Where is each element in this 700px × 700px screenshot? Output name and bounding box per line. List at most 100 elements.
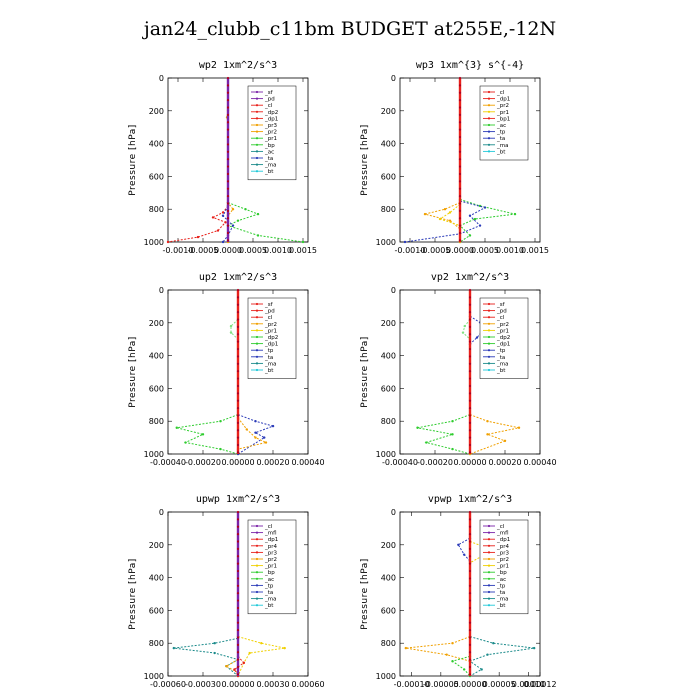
series-point	[221, 211, 225, 214]
legend-label: _ma	[496, 143, 508, 149]
series-point	[236, 584, 240, 587]
legend-label: _cl	[264, 103, 273, 109]
series-point	[438, 217, 442, 221]
series-point	[236, 569, 240, 573]
legend-label: _dp1	[496, 537, 510, 543]
legend-marker	[487, 150, 491, 153]
series-point	[271, 424, 275, 428]
series-point	[458, 172, 462, 176]
series-point	[458, 121, 462, 124]
legend-label: _tp	[496, 583, 506, 589]
legend-marker	[487, 97, 491, 100]
x-tick-label: 0.00060	[291, 680, 324, 689]
series-point	[468, 333, 472, 336]
series-point	[451, 660, 454, 663]
series-line	[417, 414, 471, 455]
legend-label: _ma	[264, 597, 276, 603]
y-tick-label: 0	[159, 286, 164, 295]
y-tick-label: 600	[149, 384, 164, 393]
series-point	[416, 426, 419, 429]
legend-label: _ta	[264, 590, 273, 596]
series-point	[236, 547, 240, 551]
legend-label: _pr1	[264, 328, 277, 334]
legend-label: _cl	[496, 315, 505, 321]
series-point	[236, 421, 240, 424]
series-point	[231, 224, 235, 227]
x-tick-label: -0.0010	[395, 246, 426, 255]
legend-label: _bp1	[496, 116, 510, 122]
series-point	[236, 288, 240, 292]
series-point	[445, 653, 448, 656]
legend-marker	[255, 117, 259, 120]
legend-label: _tp	[264, 583, 274, 589]
legend-marker	[487, 302, 491, 306]
series-line	[404, 200, 487, 243]
y-axis-label: Pressure [hPa]	[128, 336, 138, 408]
legend-label: _sf	[264, 302, 274, 308]
x-tick-label: 0.0005	[239, 246, 267, 255]
series-point	[478, 224, 482, 227]
x-tick-label: 0.00000	[453, 458, 486, 467]
series-line	[469, 315, 485, 345]
legend-marker	[255, 551, 259, 554]
y-tick-label: 600	[381, 172, 396, 181]
legend-label: _bt	[496, 603, 506, 609]
series-point	[403, 240, 407, 244]
panel-1: wp2 1xm^2/s^3 Pressure [hPa] 0 200 400 600 800…	[128, 60, 317, 255]
legend-label: _pr4	[264, 544, 278, 550]
series-point	[231, 208, 235, 211]
legend-marker	[255, 342, 259, 345]
series-point	[458, 239, 462, 242]
legend-marker	[487, 90, 491, 94]
series-point	[229, 324, 233, 328]
series-point	[226, 231, 230, 235]
series-point	[260, 642, 263, 645]
series-point	[236, 362, 240, 365]
legend-marker	[255, 110, 259, 113]
legend-marker	[255, 130, 259, 133]
series-point	[468, 577, 472, 580]
legend-marker	[255, 544, 259, 547]
plot-frame	[399, 77, 541, 243]
series-line	[468, 636, 535, 677]
legend-label: _bt	[264, 368, 274, 374]
series-point	[256, 212, 260, 216]
series-point	[226, 76, 230, 80]
series-point	[226, 113, 230, 116]
legend-marker	[255, 362, 259, 365]
series-point	[213, 642, 216, 645]
series-point	[226, 187, 230, 190]
series-point	[463, 324, 466, 328]
legend-label: _pd	[496, 309, 507, 315]
series-point	[245, 428, 248, 431]
series-point	[517, 426, 521, 429]
series-point	[468, 311, 472, 314]
legend-label: _pd	[264, 97, 275, 103]
series-point	[480, 668, 483, 671]
legend-marker	[487, 104, 491, 107]
legend-label: _cl	[264, 315, 273, 321]
series-point	[468, 569, 472, 573]
series-line	[173, 637, 240, 677]
x-tick-label: -0.00060	[150, 680, 186, 689]
legend-label: _tp	[496, 130, 506, 136]
legend-marker	[255, 557, 259, 561]
legend-marker	[255, 137, 259, 140]
y-tick-label: 800	[381, 417, 396, 426]
legend-marker	[487, 597, 491, 600]
series-line	[230, 319, 239, 340]
series-point	[254, 436, 257, 439]
legend-marker	[255, 335, 259, 339]
series-point	[468, 599, 472, 602]
series-point	[468, 288, 472, 292]
legend-label: _pr2	[264, 322, 277, 328]
y-tick-label: 400	[381, 140, 396, 149]
y-axis-label: Pressure [hPa]	[360, 336, 370, 408]
series-line	[176, 414, 239, 455]
legend-marker	[487, 557, 491, 561]
series-point	[468, 392, 472, 395]
legend-label: _cl	[496, 90, 505, 96]
series-point	[236, 636, 240, 639]
y-axis-label: Pressure [hPa]	[360, 124, 370, 196]
legend-label: _pr3	[264, 550, 278, 556]
